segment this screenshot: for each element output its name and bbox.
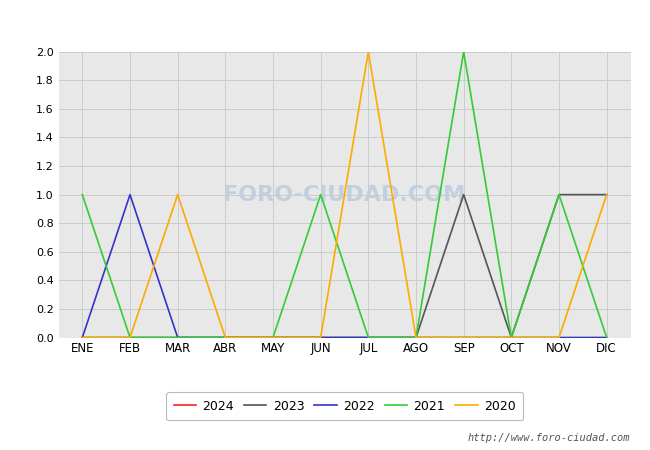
- Text: Matriculaciones de Vehículos en Santa María del Monte de Cea: Matriculaciones de Vehículos en Santa Ma…: [95, 16, 555, 31]
- Text: FORO-CIUDAD.COM: FORO-CIUDAD.COM: [224, 184, 465, 205]
- Legend: 2024, 2023, 2022, 2021, 2020: 2024, 2023, 2022, 2021, 2020: [166, 392, 523, 420]
- Text: http://www.foro-ciudad.com: http://www.foro-ciudad.com: [468, 433, 630, 443]
